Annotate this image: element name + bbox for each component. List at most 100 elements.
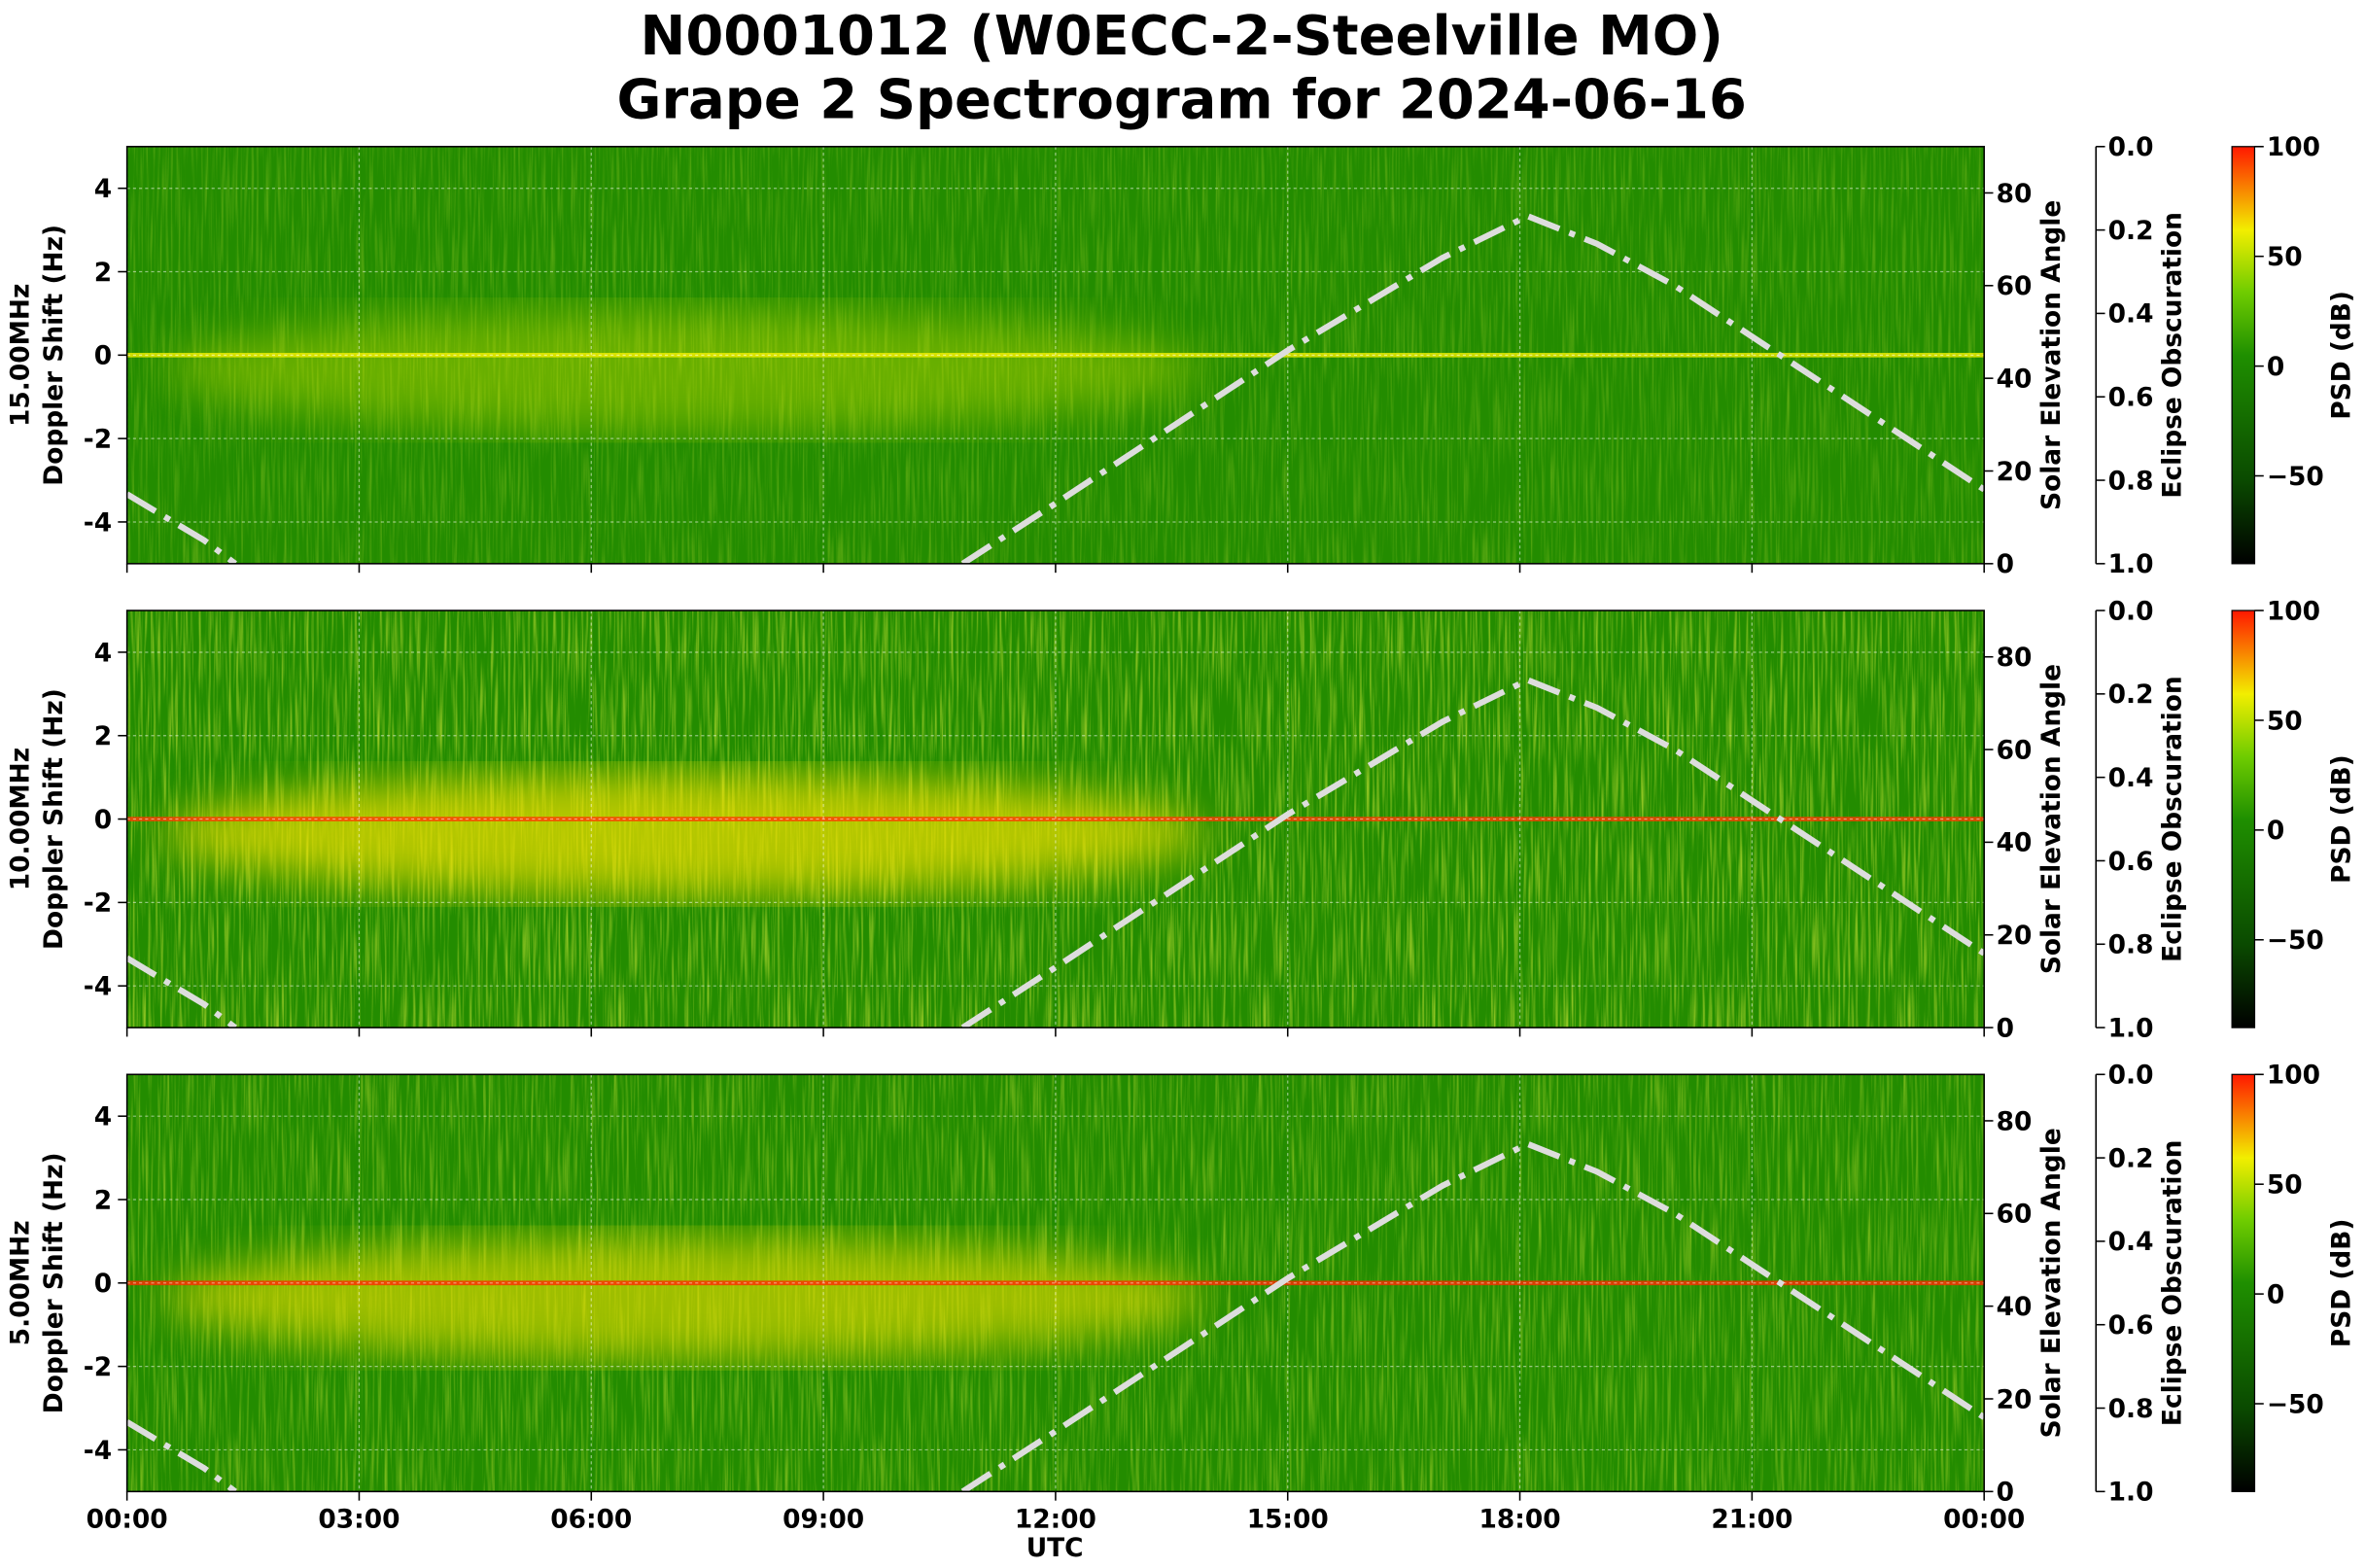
colorbar-tick-label: −50	[2267, 1389, 2324, 1419]
y-axis-label: 10.00MHz	[6, 748, 36, 890]
colorbar	[2231, 1073, 2256, 1492]
y2-tick-label: 0	[1997, 1478, 2014, 1508]
y-tick-label: 0	[94, 805, 112, 835]
x-axis-label: UTC	[1026, 1533, 1084, 1563]
eclipse-tick-label: 1.0	[2108, 1013, 2154, 1043]
y2-tick-label: 40	[1997, 828, 2033, 858]
colorbar-tick-label: 50	[2267, 242, 2303, 272]
eclipse-tick-label: 0.0	[2108, 1061, 2154, 1091]
y2-tick-label: 60	[1997, 735, 2033, 765]
eclipse-tick-label: 0.6	[2108, 1310, 2154, 1341]
y2-tick-label: 40	[1997, 1292, 2033, 1322]
y2-tick-label: 0	[1997, 1013, 2014, 1043]
y-tick-label: -2	[84, 424, 112, 454]
colorbar-tick-label: −50	[2267, 925, 2324, 956]
colorbar-label: PSD (dB)	[2326, 754, 2356, 884]
y-tick-label: -4	[84, 507, 112, 538]
colorbar-tick-label: −50	[2267, 462, 2324, 492]
y-axis-label: Doppler Shift (Hz)	[39, 1152, 69, 1413]
title-line: Grape 2 Spectrogram for 2024-06-16	[617, 68, 1747, 131]
eclipse-tick-label: 0.4	[2108, 299, 2154, 330]
eclipse-tick-label: 0.8	[2108, 466, 2154, 496]
colorbar-tick-label: 100	[2267, 1061, 2320, 1091]
y2-axis-label: Solar Elevation Angle	[2036, 664, 2067, 974]
y-axis-label: 15.00MHz	[6, 284, 36, 427]
colorbar	[2231, 146, 2256, 565]
solar-elevation-line	[126, 212, 1985, 564]
solar-elevation-line	[126, 1140, 1985, 1492]
eclipse-axis-label: Eclipse Obscuration	[2157, 1140, 2187, 1426]
y-axis-label: Doppler Shift (Hz)	[39, 688, 69, 950]
y2-tick-label: 80	[1997, 643, 2033, 673]
x-tick-label: 00:00	[1943, 1505, 2025, 1535]
eclipse-tick-label: 0.8	[2108, 1394, 2154, 1424]
spectrogram	[126, 1074, 1985, 1492]
eclipse-tick-label: 0.2	[2108, 679, 2154, 710]
eclipse-tick-label: 1.0	[2108, 1478, 2154, 1508]
eclipse-tick-label: 0.6	[2108, 847, 2154, 877]
y-axis-label: Doppler Shift (Hz)	[39, 225, 69, 486]
y-tick-label: 4	[94, 174, 112, 204]
colorbar-tick-label: 0	[2267, 352, 2284, 382]
colorbar-tick-label: 50	[2267, 706, 2303, 736]
spectrogram-glow	[163, 1237, 1204, 1359]
y-tick-label: 2	[94, 258, 112, 288]
colorbar-tick-label: 0	[2267, 816, 2284, 846]
eclipse-tick-label: 0.4	[2108, 1227, 2154, 1257]
title-line: N0001012 (W0ECC-2-Steelville MO)	[640, 5, 1722, 68]
y-tick-label: 2	[94, 721, 112, 751]
y-tick-label: 2	[94, 1185, 112, 1215]
eclipse-tick-label: 0.2	[2108, 216, 2154, 246]
y2-tick-label: 60	[1997, 271, 2033, 301]
eclipse-tick-label: 0.8	[2108, 930, 2154, 960]
y2-axis-label: Solar Elevation Angle	[2036, 200, 2067, 510]
eclipse-tick-label: 0.4	[2108, 763, 2154, 793]
x-tick-label: 06:00	[550, 1505, 632, 1535]
colorbar-tick-label: 100	[2267, 132, 2320, 162]
eclipse-tick-label: 0.2	[2108, 1143, 2154, 1173]
y-tick-label: -2	[84, 889, 112, 919]
y2-tick-label: 20	[1997, 1384, 2033, 1414]
y-tick-label: 0	[94, 341, 112, 371]
y2-tick-label: 80	[1997, 1106, 2033, 1136]
spectrogram	[126, 610, 1985, 1028]
spectrogram	[126, 146, 1985, 564]
y-tick-label: 0	[94, 1269, 112, 1299]
y2-tick-label: 80	[1997, 179, 2033, 209]
y-tick-label: 4	[94, 1102, 112, 1132]
solar-elevation-line	[126, 677, 1985, 1028]
x-tick-label: 09:00	[783, 1505, 864, 1535]
y-axis-label: 5.00MHz	[6, 1220, 36, 1345]
y-tick-label: -4	[84, 972, 112, 1002]
spectrogram-glow	[163, 773, 1204, 895]
spectrogram-trace	[126, 352, 1985, 358]
colorbar-label: PSD (dB)	[2326, 291, 2356, 420]
eclipse-tick-label: 1.0	[2108, 549, 2154, 579]
y2-tick-label: 40	[1997, 364, 2033, 394]
colorbar-tick-label: 50	[2267, 1170, 2303, 1201]
eclipse-axis-label: Eclipse Obscuration	[2157, 212, 2187, 498]
colorbar-tick-label: 100	[2267, 596, 2320, 626]
x-tick-label: 03:00	[318, 1505, 400, 1535]
eclipse-tick-label: 0.6	[2108, 383, 2154, 413]
x-tick-label: 21:00	[1711, 1505, 1792, 1535]
y2-tick-label: 60	[1997, 1200, 2033, 1230]
y2-tick-label: 20	[1997, 457, 2033, 487]
y2-axis-label: Solar Elevation Angle	[2036, 1128, 2067, 1438]
colorbar-tick-label: 0	[2267, 1279, 2284, 1309]
x-tick-label: 15:00	[1247, 1505, 1329, 1535]
x-tick-label: 18:00	[1479, 1505, 1561, 1535]
y-tick-label: 4	[94, 638, 112, 668]
colorbar	[2231, 610, 2256, 1028]
y-tick-label: -2	[84, 1352, 112, 1382]
spectrogram-glow	[163, 309, 1204, 432]
eclipse-axis-label: Eclipse Obscuration	[2157, 676, 2187, 961]
x-tick-label: 00:00	[87, 1505, 168, 1535]
y2-tick-label: 0	[1997, 549, 2014, 579]
x-tick-label: 12:00	[1015, 1505, 1096, 1535]
eclipse-tick-label: 0.0	[2108, 132, 2154, 162]
colorbar-label: PSD (dB)	[2326, 1218, 2356, 1347]
y-tick-label: -4	[84, 1436, 112, 1466]
